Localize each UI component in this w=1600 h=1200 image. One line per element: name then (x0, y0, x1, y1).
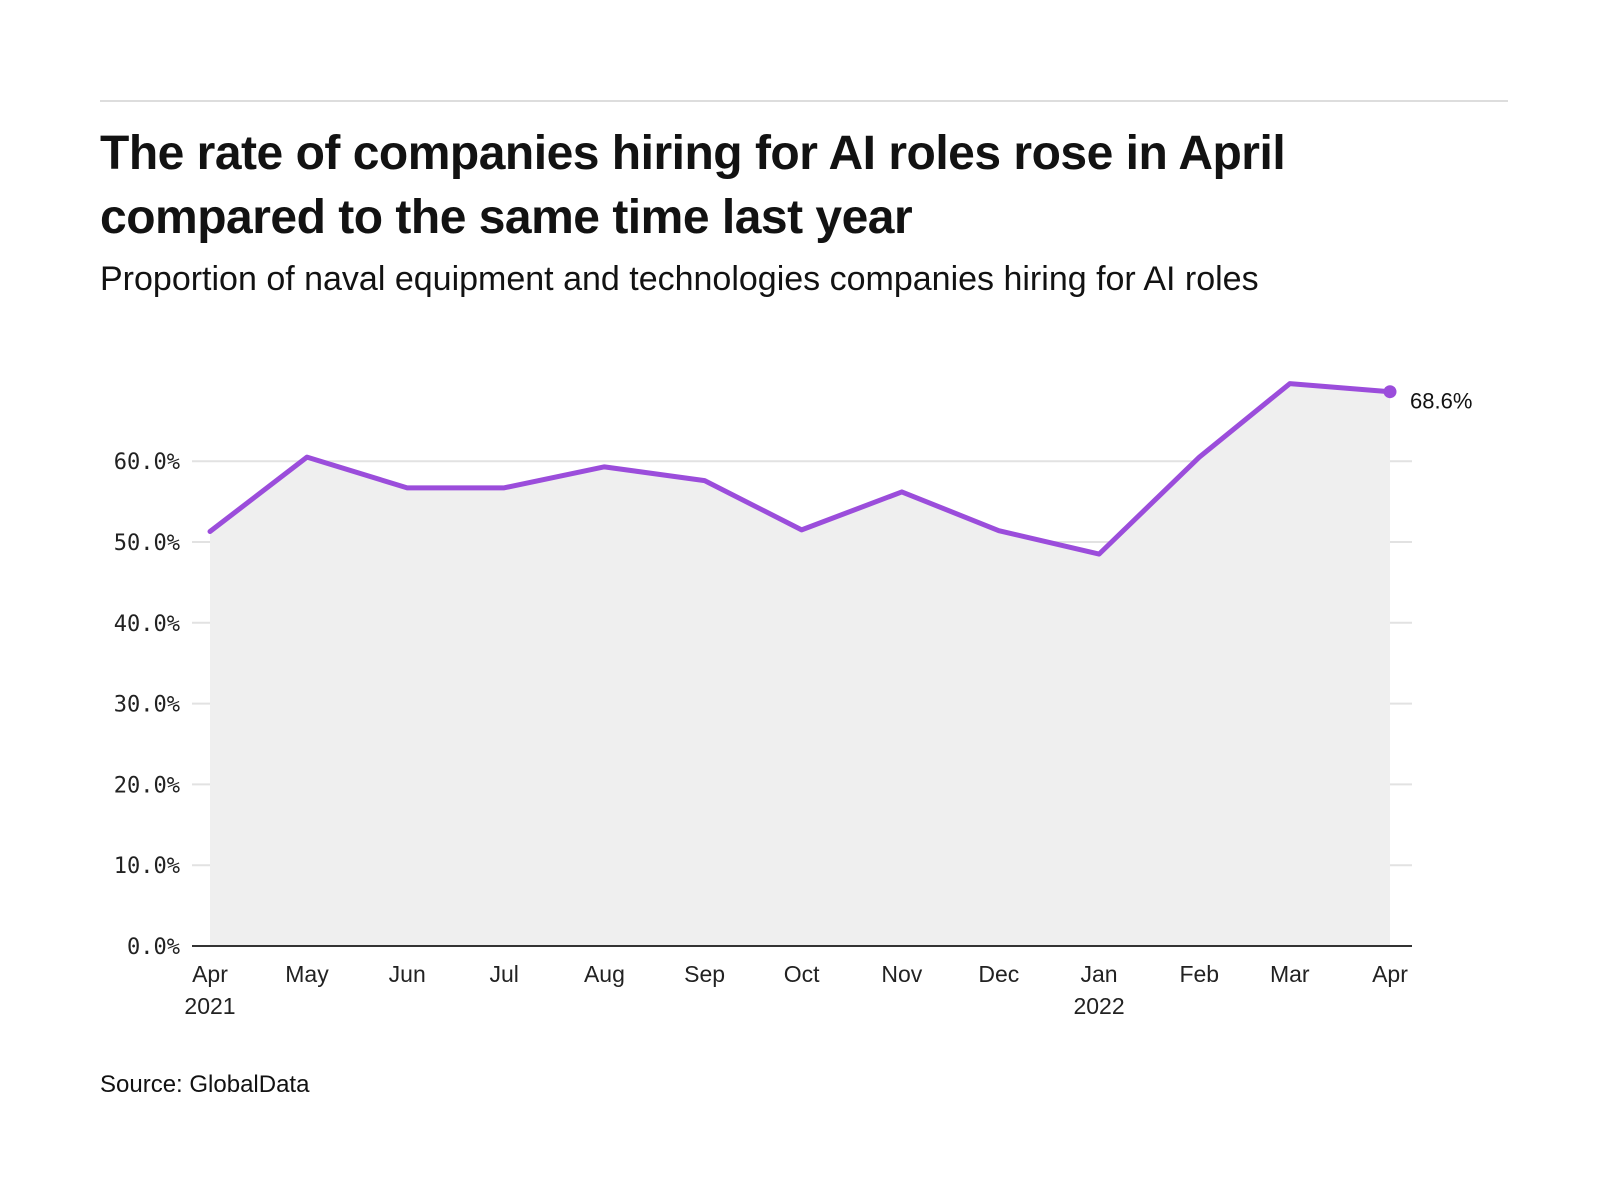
y-axis-ticks: 0.0% 10.0% 20.0% 30.0% 40.0% 50.0% 60.0% (114, 450, 180, 960)
x-tick-label: Nov (881, 961, 922, 987)
y-tick-label: 20.0% (114, 773, 180, 798)
x-tick-year-label: 2022 (1073, 993, 1124, 1019)
end-point-marker (1383, 385, 1397, 399)
y-tick-label: 50.0% (114, 531, 180, 556)
y-tick-label: 10.0% (114, 854, 180, 879)
top-divider (100, 100, 1508, 102)
x-tick-label: Dec (978, 961, 1019, 987)
data-line (207, 381, 1393, 557)
area-fill (210, 383, 1390, 947)
x-tick-label: Jun (389, 961, 426, 987)
x-tick-label: Apr (192, 961, 228, 987)
chart-title: The rate of companies hiring for AI role… (100, 127, 1286, 244)
end-value-label: 68.6% (1410, 389, 1472, 414)
x-tick-label: Mar (1270, 961, 1310, 987)
x-tick-label: Apr (1372, 961, 1408, 987)
x-tick-label: May (285, 961, 329, 987)
y-tick-label: 40.0% (114, 612, 180, 637)
x-axis-ticks: Apr 2021 May Jun Jul Aug Sep Oct Nov Dec Jan 2022 Fe… (184, 961, 1408, 1019)
y-tick-label: 30.0% (114, 693, 180, 718)
x-tick-label: Sep (684, 961, 725, 987)
chart-subtitle: Proportion of naval equipment and techno… (100, 260, 1259, 298)
source-note: Source: GlobalData (100, 1071, 310, 1098)
x-tick-label: Oct (784, 961, 820, 987)
y-tick-label: 60.0% (114, 450, 180, 475)
x-tick-label: Feb (1179, 961, 1219, 987)
x-tick-label: Jan (1080, 961, 1117, 987)
y-tick-label: 0.0% (127, 935, 180, 960)
x-tick-label: Jul (489, 961, 518, 987)
x-tick-label: Aug (584, 961, 625, 987)
x-tick-year-label: 2021 (184, 993, 235, 1019)
